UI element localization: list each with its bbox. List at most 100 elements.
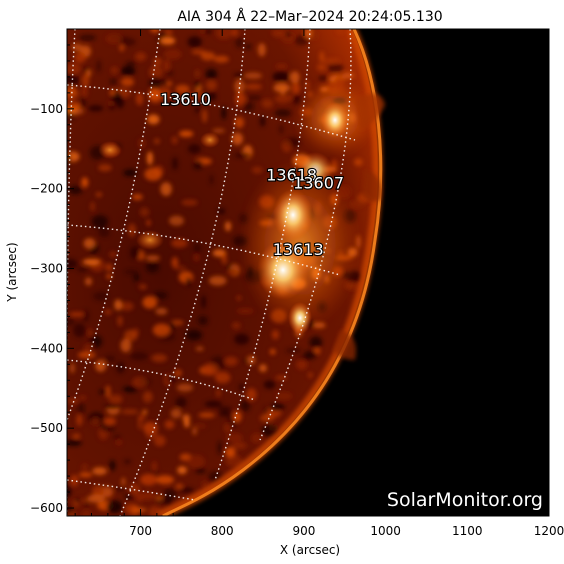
- texture-cell: [121, 477, 126, 486]
- texture-cell: [236, 308, 254, 314]
- texture-cell: [224, 356, 238, 366]
- texture-cell: [110, 77, 117, 86]
- texture-cell: [215, 371, 231, 384]
- texture-cell: [244, 44, 252, 50]
- texture-cell: [234, 152, 252, 159]
- texture-cell: [78, 34, 97, 41]
- texture-cell: [72, 434, 81, 439]
- texture-cell: [178, 487, 194, 493]
- texture-cell: [153, 57, 162, 66]
- texture-cell: [87, 328, 94, 338]
- x-axis-ticks: 700 800 900 1000 1100 1200: [74, 29, 564, 538]
- texture-cell: [106, 500, 123, 514]
- texture-cell: [105, 263, 113, 272]
- x-tick-label: 1000: [370, 524, 401, 538]
- texture-cell: [110, 66, 119, 75]
- texture-cell: [152, 323, 171, 337]
- texture-cell: [272, 71, 290, 82]
- texture-cell: [132, 376, 148, 388]
- x-tick-label: 1100: [452, 524, 483, 538]
- texture-cell: [170, 408, 182, 419]
- texture-cell: [175, 483, 184, 489]
- texture-cell: [279, 124, 284, 135]
- texture-cell: [221, 106, 227, 120]
- texture-cell: [193, 242, 201, 255]
- texture-cell: [109, 89, 116, 96]
- texture-cell: [274, 109, 292, 117]
- texture-cell: [138, 138, 146, 149]
- texture-cell: [78, 472, 93, 478]
- texture-cell: [200, 51, 216, 61]
- texture-cell: [275, 375, 288, 380]
- texture-cell: [285, 31, 292, 38]
- texture-cell: [231, 322, 241, 330]
- texture-cell: [171, 256, 179, 269]
- texture-cell: [259, 364, 267, 372]
- texture-cell: [121, 409, 139, 415]
- texture-cell: [217, 406, 232, 412]
- texture-cell: [99, 485, 114, 497]
- texture-cell: [342, 72, 355, 79]
- texture-cell: [234, 333, 250, 345]
- texture-cell: [67, 398, 79, 404]
- texture-cell: [281, 31, 295, 43]
- texture-cell: [163, 48, 182, 60]
- texture-cell: [105, 274, 113, 279]
- texture-cell: [193, 160, 204, 170]
- texture-cell: [147, 114, 160, 125]
- texture-cell: [105, 385, 111, 398]
- texture-cell: [145, 255, 161, 261]
- texture-cell: [354, 158, 363, 166]
- texture-cell: [67, 85, 78, 97]
- texture-cell: [197, 315, 208, 326]
- texture-cell: [173, 369, 183, 377]
- texture-cell: [138, 284, 147, 290]
- texture-cell: [336, 29, 345, 34]
- texture-cell: [194, 106, 200, 114]
- texture-cell: [291, 82, 301, 95]
- texture-cell: [68, 185, 83, 195]
- y-tick-label: −300: [30, 262, 63, 276]
- texture-cell: [202, 109, 208, 123]
- texture-cell: [99, 389, 108, 394]
- texture-cell: [194, 467, 206, 474]
- texture-cell: [192, 427, 197, 436]
- texture-cell: [123, 169, 137, 177]
- texture-cell: [137, 416, 142, 430]
- texture-cell: [143, 421, 158, 434]
- texture-cell: [120, 301, 134, 311]
- texture-cell: [185, 329, 203, 341]
- texture-cell: [308, 372, 313, 378]
- texture-cell: [233, 72, 245, 78]
- texture-cell: [82, 309, 90, 322]
- texture-cell: [144, 167, 162, 181]
- texture-cell: [108, 251, 118, 258]
- texture-cell: [263, 380, 276, 390]
- x-tick-label: 1200: [534, 524, 564, 538]
- texture-cell: [71, 43, 83, 52]
- texture-cell: [273, 83, 290, 93]
- texture-cell: [114, 299, 123, 311]
- active-region-label-13607: 13607: [293, 174, 344, 193]
- texture-cell: [169, 215, 184, 226]
- texture-cell: [86, 69, 91, 77]
- x-axis-label: X (arcsec): [280, 543, 340, 557]
- texture-cell: [118, 37, 136, 47]
- texture-cell: [186, 277, 191, 286]
- texture-cell: [216, 389, 221, 397]
- texture-cell: [77, 351, 96, 359]
- texture-cell: [318, 75, 328, 82]
- texture-cell: [209, 174, 214, 185]
- texture-cell: [204, 400, 222, 408]
- texture-cell: [194, 69, 200, 79]
- y-tick-label: −100: [30, 102, 63, 116]
- texture-cell: [80, 96, 86, 109]
- texture-cell: [120, 338, 132, 353]
- texture-cell: [204, 29, 212, 34]
- texture-cell: [124, 329, 138, 342]
- texture-cell: [67, 74, 80, 86]
- texture-cell: [98, 227, 110, 238]
- texture-cell: [225, 454, 243, 467]
